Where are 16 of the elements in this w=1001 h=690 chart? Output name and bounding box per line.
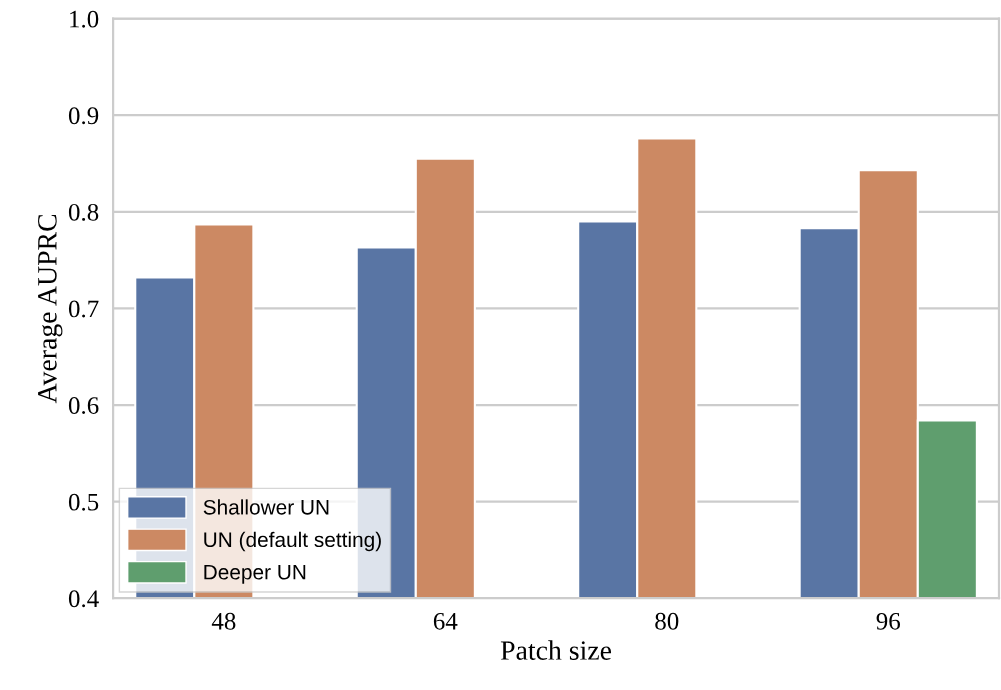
y-tick-label: 0.6 [68, 397, 99, 415]
x-tick-label: 48 [211, 612, 236, 630]
legend-label: Deeper UN [204, 564, 306, 584]
y-tick-label: 1.0 [70, 10, 99, 28]
legend-label: UN (default setting) [204, 531, 381, 552]
y-tick-label: 0.5 [68, 493, 99, 511]
y-tick-label: 0.4 [68, 590, 99, 608]
y-tick-label: 0.8 [68, 203, 99, 221]
x-tick-label: 96 [876, 612, 901, 630]
legend-label: Shallower UN [203, 499, 329, 515]
y-axis-title: Average AUPRC [38, 214, 63, 404]
y-tick-label: 0.9 [68, 107, 99, 125]
x-tick-label: 64 [433, 612, 458, 630]
x-tick-label: 80 [655, 612, 679, 630]
x-axis-title: Patch size [500, 640, 612, 660]
y-tick-label: 0.7 [68, 300, 99, 318]
